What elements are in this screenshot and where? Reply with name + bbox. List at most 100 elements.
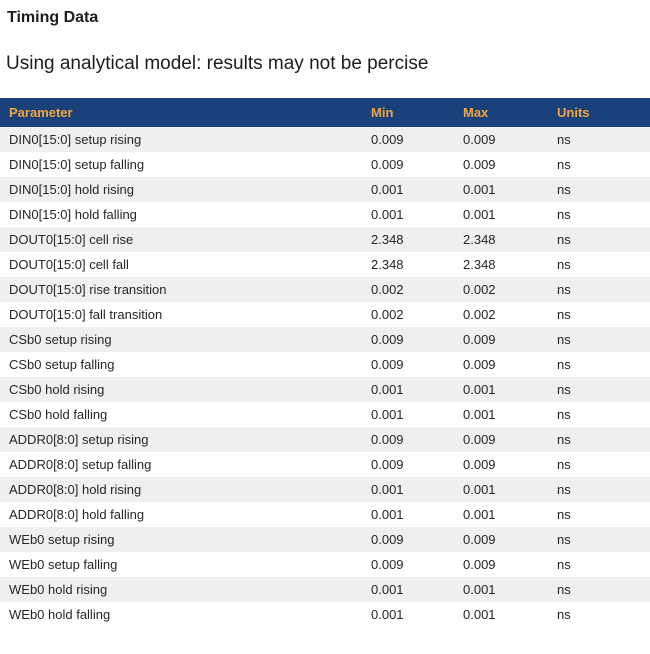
min-cell: 0.001 [371,407,404,422]
max-cell: 0.001 [463,582,496,597]
parameter-cell: WEb0 setup rising [9,532,115,547]
min-cell: 0.001 [371,182,404,197]
parameter-cell: ADDR0[8:0] setup falling [9,457,152,472]
units-cell: ns [557,182,571,197]
units-cell: ns [557,432,571,447]
max-cell: 2.348 [463,232,496,247]
min-cell: 0.009 [371,157,404,172]
page-title: Timing Data [7,9,99,26]
parameter-cell: ADDR0[8:0] hold rising [9,482,142,497]
table-row: DIN0[15:0] setup falling 0.009 0.009 ns [0,152,650,177]
table-header-row: Parameter Min Max Units [0,98,650,127]
min-cell: 0.009 [371,357,404,372]
parameter-cell: CSb0 hold falling [9,407,108,422]
max-cell: 0.009 [463,157,496,172]
timing-report-page: Timing Data Using analytical model: resu… [0,8,650,627]
units-cell: ns [557,382,571,397]
max-cell: 0.001 [463,182,496,197]
units-cell: ns [557,482,571,497]
max-cell: 0.009 [463,332,496,347]
table-row: DIN0[15:0] setup rising 0.009 0.009 ns [0,127,650,152]
max-cell: 0.001 [463,382,496,397]
table-row: ADDR0[8:0] hold rising 0.001 0.001 ns [0,477,650,502]
parameter-cell: DIN0[15:0] setup falling [9,157,145,172]
parameter-cell: DIN0[15:0] hold rising [9,182,135,197]
min-cell: 0.009 [371,457,404,472]
parameter-cell: ADDR0[8:0] setup rising [9,432,149,447]
units-cell: ns [557,257,571,272]
max-cell: 0.001 [463,207,496,222]
max-cell: 0.009 [463,432,496,447]
units-cell: ns [557,132,571,147]
min-cell: 2.348 [371,232,404,247]
min-cell: 0.001 [371,607,404,622]
parameter-cell: WEb0 hold rising [9,582,108,597]
min-cell: 0.001 [371,207,404,222]
max-cell: 0.001 [463,407,496,422]
units-cell: ns [557,332,571,347]
page-subtitle: Using analytical model: results may not … [6,53,429,74]
table-body: DIN0[15:0] setup rising 0.009 0.009 ns DIN0[… [0,127,650,627]
parameter-cell: DOUT0[15:0] rise transition [9,282,167,297]
units-cell: ns [557,207,571,222]
max-cell: 0.001 [463,507,496,522]
column-header-parameter: Parameter [0,98,362,127]
max-cell: 0.009 [463,132,496,147]
table-row: WEb0 setup rising 0.009 0.009 ns [0,527,650,552]
units-cell: ns [557,607,571,622]
table-row: ADDR0[8:0] hold falling 0.001 0.001 ns [0,502,650,527]
min-cell: 0.001 [371,382,404,397]
parameter-cell: DOUT0[15:0] fall transition [9,307,163,322]
units-cell: ns [557,232,571,247]
max-cell: 0.002 [463,282,496,297]
min-cell: 0.001 [371,582,404,597]
min-cell: 0.009 [371,332,404,347]
table-row: WEb0 hold falling 0.001 0.001 ns [0,602,650,627]
max-cell: 0.001 [463,482,496,497]
units-cell: ns [557,557,571,572]
units-cell: ns [557,457,571,472]
units-cell: ns [557,307,571,322]
column-header-min: Min [362,98,454,127]
max-cell: 0.001 [463,607,496,622]
column-header-units: Units [548,98,650,127]
min-cell: 0.009 [371,432,404,447]
table-row: CSb0 setup rising 0.009 0.009 ns [0,327,650,352]
table-row: ADDR0[8:0] setup falling 0.009 0.009 ns [0,452,650,477]
table-row: DOUT0[15:0] rise transition 0.002 0.002 ns [0,277,650,302]
table-row: WEb0 hold rising 0.001 0.001 ns [0,577,650,602]
table-row: CSb0 setup falling 0.009 0.009 ns [0,352,650,377]
column-header-max: Max [454,98,548,127]
timing-table: Parameter Min Max Units DIN0[15:0] setup… [0,98,650,627]
min-cell: 0.001 [371,482,404,497]
parameter-cell: CSb0 setup falling [9,357,115,372]
units-cell: ns [557,507,571,522]
table-row: CSb0 hold rising 0.001 0.001 ns [0,377,650,402]
min-cell: 0.009 [371,532,404,547]
units-cell: ns [557,157,571,172]
parameter-cell: ADDR0[8:0] hold falling [9,507,145,522]
parameter-cell: DIN0[15:0] hold falling [9,207,137,222]
table-row: DOUT0[15:0] cell rise 2.348 2.348 ns [0,227,650,252]
units-cell: ns [557,357,571,372]
table-row: CSb0 hold falling 0.001 0.001 ns [0,402,650,427]
max-cell: 0.009 [463,457,496,472]
parameter-cell: CSb0 hold rising [9,382,105,397]
max-cell: 0.009 [463,357,496,372]
parameter-cell: WEb0 setup falling [9,557,118,572]
parameter-cell: DIN0[15:0] setup rising [9,132,142,147]
min-cell: 0.002 [371,307,404,322]
table-row: ADDR0[8:0] setup rising 0.009 0.009 ns [0,427,650,452]
parameter-cell: CSb0 setup rising [9,332,112,347]
units-cell: ns [557,532,571,547]
max-cell: 2.348 [463,257,496,272]
max-cell: 0.009 [463,557,496,572]
table-row: DIN0[15:0] hold rising 0.001 0.001 ns [0,177,650,202]
min-cell: 0.009 [371,557,404,572]
table-row: DIN0[15:0] hold falling 0.001 0.001 ns [0,202,650,227]
table-row: WEb0 setup falling 0.009 0.009 ns [0,552,650,577]
table-row: DOUT0[15:0] cell fall 2.348 2.348 ns [0,252,650,277]
min-cell: 0.009 [371,132,404,147]
parameter-cell: DOUT0[15:0] cell rise [9,232,134,247]
min-cell: 0.001 [371,507,404,522]
